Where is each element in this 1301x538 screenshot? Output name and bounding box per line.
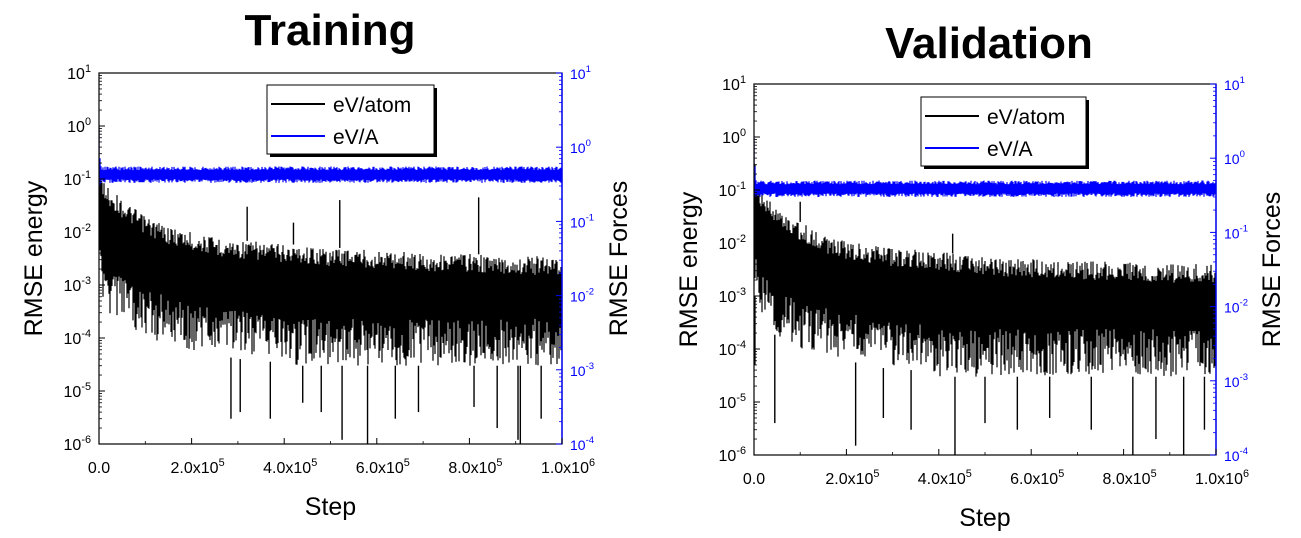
x-tick-label: 4.0x105 — [263, 457, 317, 477]
y-right-tick-label: 10-2 — [570, 287, 594, 305]
y-right-tick-label: 10-2 — [1224, 298, 1248, 316]
y-right-tick-label: 10-1 — [570, 212, 594, 230]
y-right-tick-label: 101 — [1224, 75, 1245, 93]
y-tick-label: 101 — [67, 63, 91, 83]
chart-title: Training — [244, 6, 415, 55]
series-energy-band — [754, 141, 1216, 377]
y-tick-label: 10-2 — [64, 222, 91, 242]
y-tick-label: 10-3 — [64, 275, 91, 295]
legend: eV/atom eV/A — [920, 96, 1089, 169]
y-right-tick-label: 100 — [1224, 149, 1245, 167]
x-tick-label: 1.0x106 — [541, 457, 595, 477]
y-tick-label: 10-4 — [64, 328, 91, 348]
x-tick-label: 4.0x105 — [918, 468, 972, 488]
y-tick-label: 10-1 — [64, 169, 91, 189]
legend: eV/atom eV/A — [266, 84, 437, 157]
y-right-tick-label: 10-1 — [1224, 223, 1248, 241]
x-axis-label: Step — [959, 504, 1010, 532]
series-forces-band — [754, 136, 1216, 197]
legend-box — [266, 84, 435, 155]
x-tick-label: 2.0x105 — [825, 468, 879, 488]
y-tick-label: 10-5 — [719, 392, 746, 412]
y-tick-label: 101 — [722, 74, 746, 94]
legend-entry: eV/atom — [333, 94, 411, 117]
legend-entry: eV/A — [333, 126, 379, 149]
x-tick-label: 0.0 — [743, 471, 765, 488]
x-tick-label: 8.0x105 — [448, 457, 502, 477]
plot-data — [99, 126, 562, 444]
legend-entry: eV/A — [987, 138, 1033, 161]
y-tick-label: 10-6 — [64, 434, 91, 454]
y-right-tick-label: 101 — [570, 64, 591, 82]
y-right-axis-label: RMSE Forces — [1258, 192, 1286, 348]
y-tick-label: 10-2 — [719, 233, 746, 253]
series-forces-band — [99, 128, 562, 186]
y-tick-label: 100 — [67, 116, 91, 136]
y-axis-label: RMSE energy — [20, 180, 48, 336]
series-energy-band — [99, 126, 562, 366]
chart-title: Validation — [885, 19, 1093, 68]
y-tick-label: 10-5 — [64, 381, 91, 401]
y-tick-label: 10-1 — [719, 180, 746, 200]
training-chart: Training 10-6 10-5 10-4 10-3 10-2 10-1 100 101 10… — [20, 6, 633, 521]
y-right-axis-label: RMSE Forces — [605, 181, 633, 337]
legend-box — [920, 96, 1087, 167]
x-tick-label: 6.0x105 — [1010, 468, 1064, 488]
x-tick-label: 6.0x105 — [356, 457, 410, 477]
y-tick-label: 10-3 — [719, 286, 746, 306]
plot-data — [754, 136, 1216, 455]
y-right-tick-label: 100 — [570, 138, 591, 156]
y-tick-label: 100 — [722, 127, 746, 147]
y-right-tick-label: 10-4 — [570, 435, 595, 453]
x-tick-label: 0.0 — [88, 460, 110, 477]
legend-entry: eV/atom — [987, 106, 1065, 129]
y-axis-label: RMSE energy — [675, 191, 703, 347]
y-right-tick-label: 10-3 — [1224, 372, 1248, 390]
x-axis-label: Step — [305, 493, 356, 521]
validation-chart: Validation 10-6 10-5 10-4 10-3 10-2 10-1 100 101… — [675, 19, 1286, 532]
y-tick-label: 10-4 — [719, 339, 746, 359]
y-right-tick-label: 10-3 — [570, 361, 594, 379]
x-tick-label: 1.0x106 — [1195, 468, 1249, 488]
x-tick-label: 2.0x105 — [171, 457, 225, 477]
y-tick-label: 10-6 — [719, 445, 746, 465]
y-right-tick-label: 10-4 — [1224, 446, 1249, 464]
x-tick-label: 8.0x105 — [1103, 468, 1157, 488]
